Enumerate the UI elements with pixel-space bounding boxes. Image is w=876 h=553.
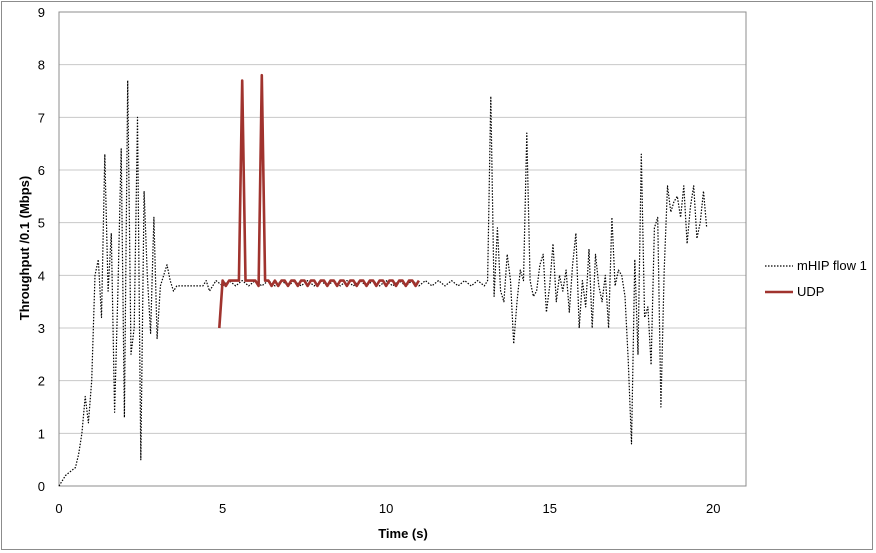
x-axis-title: Time (s)	[378, 526, 428, 541]
x-tick-label: 5	[219, 501, 226, 516]
x-tick-label: 10	[379, 501, 393, 516]
series-line-udp	[218, 73, 421, 329]
y-tick-label: 2	[38, 374, 45, 389]
y-tick-label: 7	[38, 110, 45, 125]
series-layer	[58, 73, 708, 487]
x-tick-label: 15	[542, 501, 556, 516]
legend: mHIP flow 1 UDP	[765, 258, 867, 299]
gridlines	[59, 11, 746, 487]
y-tick-label: 0	[38, 479, 45, 494]
legend-label-udp: UDP	[797, 284, 824, 299]
y-tick-label: 6	[38, 163, 45, 178]
y-tick-label: 9	[38, 5, 45, 20]
y-axis-title: Throughput /0.1 (Mbps)	[17, 176, 32, 320]
y-tick-label: 5	[38, 216, 45, 231]
y-tick-label: 4	[38, 268, 45, 283]
y-tick-label: 8	[38, 58, 45, 73]
y-tick-labels: 0 1 2 3 4 5 6 7 8 9	[38, 5, 45, 494]
plot-area-border	[58, 11, 747, 487]
x-tick-labels: 0 5 10 15 20	[55, 501, 720, 516]
x-tick-label: 20	[706, 501, 720, 516]
x-tick-label: 0	[55, 501, 62, 516]
series-line-mhip-flow-1	[58, 79, 708, 487]
y-tick-label: 1	[38, 426, 45, 441]
legend-label-mhip-flow-1: mHIP flow 1	[797, 258, 867, 273]
y-tick-label: 3	[38, 321, 45, 336]
